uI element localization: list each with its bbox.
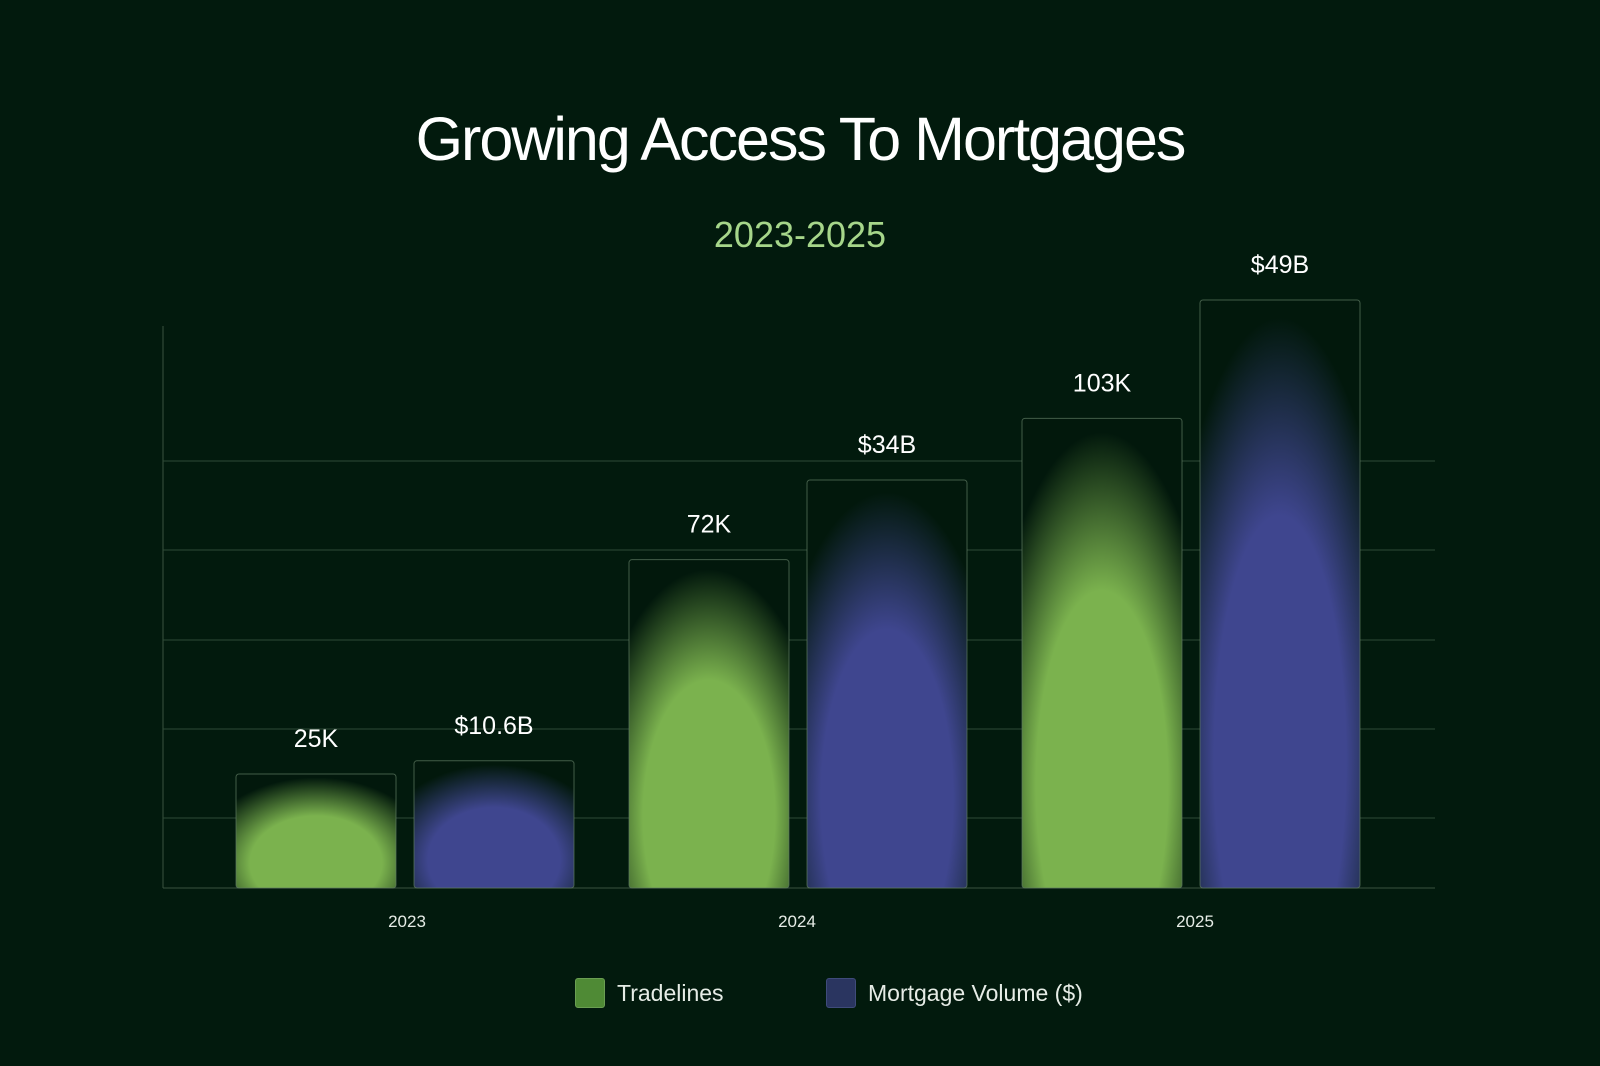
bar-mortgage-volume-2024: [806, 479, 968, 889]
data-labels: 25K $10.6B 72K $34B 103K $49B: [294, 251, 1309, 753]
chart-title: Growing Access To Mortgages: [415, 105, 1187, 173]
chart-subtitle: 2023-2025: [713, 214, 887, 255]
legend-label-mortgage-volume: Mortgage Volume ($): [868, 979, 1083, 1006]
legend-swatch-mortgage-volume: [826, 978, 856, 1008]
x-axis-ticks: 2023 2024 2025: [388, 912, 1214, 931]
bar-mortgage-volume-2023: [413, 760, 575, 889]
data-label-tradelines-2025: 103K: [1073, 369, 1132, 397]
data-label-mortgage-volume-2024: $34B: [858, 431, 916, 459]
x-tick-label-2024: 2024: [778, 912, 816, 931]
x-tick-label-2023: 2023: [388, 912, 426, 931]
x-tick-label-2025: 2025: [1176, 912, 1214, 931]
bar-tradelines-2023: [235, 773, 397, 889]
data-label-mortgage-volume-2023: $10.6B: [454, 712, 533, 740]
data-label-tradelines-2023: 25K: [294, 725, 339, 753]
legend-item-mortgage-volume: Mortgage Volume ($): [826, 976, 1083, 1010]
bars: [235, 299, 1361, 889]
data-label-mortgage-volume-2025: $49B: [1251, 251, 1309, 279]
legend-swatch-tradelines: [575, 978, 605, 1008]
bar-mortgage-volume-2025: [1199, 299, 1361, 889]
bar-tradelines-2024: [628, 559, 790, 889]
bar-tradelines-2025: [1021, 417, 1183, 889]
legend-label-tradelines: Tradelines: [617, 979, 724, 1006]
legend-item-tradelines: Tradelines: [575, 976, 724, 1010]
data-label-tradelines-2024: 72K: [687, 511, 732, 539]
